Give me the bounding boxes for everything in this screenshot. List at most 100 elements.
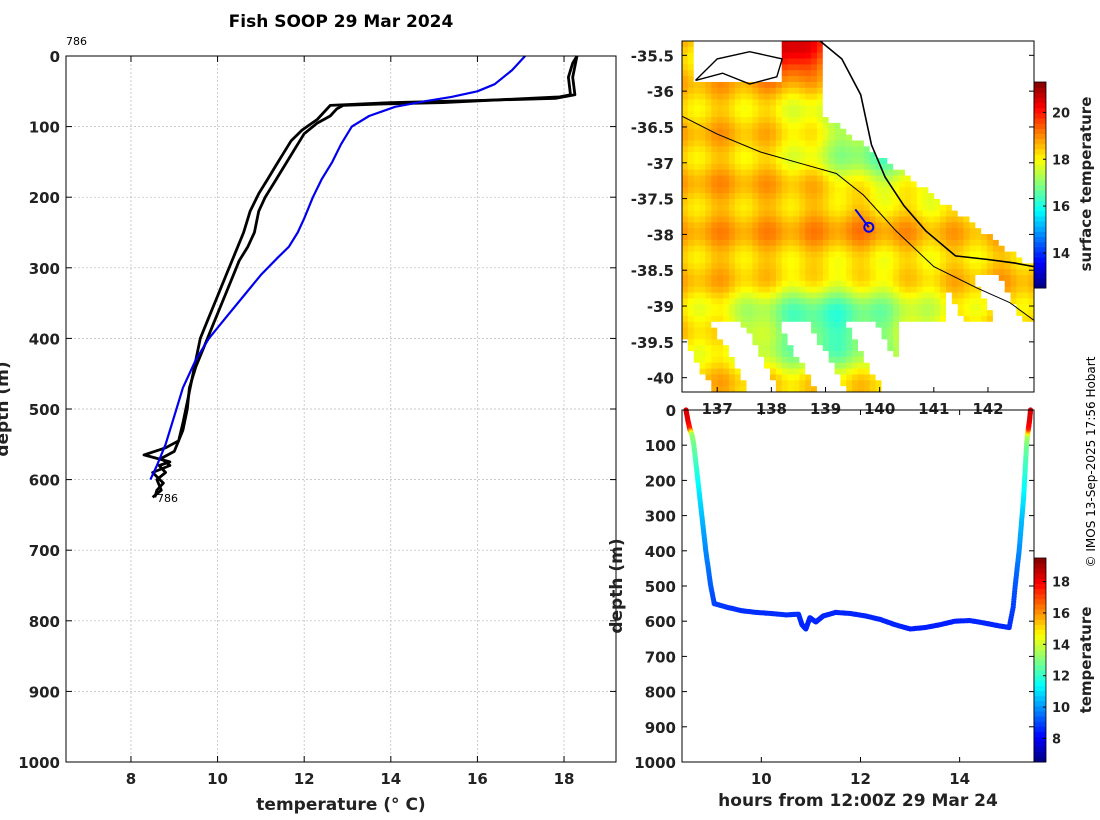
sst-cell (951, 163, 959, 171)
sst-cell (799, 368, 806, 375)
sst-cell (746, 222, 753, 229)
sst-cell (951, 239, 959, 247)
sst-cell (770, 304, 777, 311)
sst-cell (904, 117, 912, 124)
sst-cell (987, 146, 994, 153)
sst-cell (787, 216, 794, 223)
sst-cell (693, 245, 700, 252)
sst-cell (781, 257, 788, 264)
sst-cell (875, 321, 882, 329)
sst-cell (840, 327, 847, 334)
sst-cell (799, 52, 806, 59)
sst-cell (840, 257, 847, 264)
sst-cell (758, 111, 765, 118)
sst-cell (1004, 181, 1011, 188)
sst-cell (828, 198, 835, 206)
sst-cell (1004, 76, 1011, 83)
sst-cell (957, 280, 964, 288)
sst-cell (893, 339, 900, 346)
sst-cell (764, 333, 771, 340)
sst-cell (764, 321, 771, 329)
sst-cell (811, 70, 818, 77)
sst-cell (770, 187, 777, 194)
sst-cell (811, 362, 818, 369)
colorbar-segment (1034, 609, 1046, 615)
profile-chart: 8 10 12 14 16 18 0100200300400500600700800900… (0, 35, 617, 815)
sst-cell (705, 374, 712, 381)
sst-cell (858, 76, 865, 83)
sst-cell (963, 374, 970, 381)
sst-cell (928, 275, 935, 282)
sst-cell (922, 64, 929, 71)
sst-cell (723, 169, 730, 176)
sst-cell (740, 269, 747, 276)
sst-cell (1022, 193, 1029, 200)
sst-cell (992, 222, 1000, 229)
sst-cell (893, 181, 900, 188)
sst-cell (987, 228, 994, 235)
sst-cell (781, 128, 788, 135)
sst-cell (957, 345, 964, 352)
sst-cell (916, 146, 923, 153)
sst-cell (928, 216, 935, 223)
sst-cell (682, 386, 689, 393)
sst-cell (904, 234, 912, 241)
sst-cell (693, 286, 700, 293)
sst-cell (775, 216, 783, 223)
sst-cell (687, 169, 695, 176)
map-ytick-label: -39.5 (631, 334, 674, 352)
sst-cell (852, 292, 859, 299)
sst-cell (834, 128, 841, 135)
sst-cell (951, 87, 959, 95)
sst-cell (834, 345, 841, 352)
sst-cell (840, 105, 847, 112)
sst-cell (992, 81, 1000, 89)
sst-cell (940, 356, 947, 364)
sst-cell (728, 315, 736, 323)
sst-cell (840, 187, 847, 194)
sst-cell (846, 368, 853, 375)
sst-cell (957, 239, 964, 247)
sst-cell (992, 70, 1000, 77)
sst-cell (687, 345, 695, 352)
sst-cell (951, 134, 959, 141)
sst-cell (799, 87, 806, 95)
sst-cell (951, 76, 959, 83)
sst-cell (940, 333, 947, 340)
sst-cell (758, 310, 765, 317)
sst-cell (752, 310, 759, 317)
sst-cell (1016, 292, 1023, 299)
sst-cell (946, 310, 953, 317)
sst-cell (981, 263, 988, 270)
sst-cell (969, 257, 976, 264)
sst-cell (828, 158, 835, 165)
sst-cell (758, 356, 765, 364)
sst-cell (946, 280, 953, 288)
sst-cell (951, 175, 959, 182)
sst-cell (1004, 64, 1011, 71)
sst-cell (922, 198, 929, 206)
sst-cell (828, 222, 835, 229)
sst-cell (992, 117, 1000, 124)
sst-cell (775, 315, 783, 323)
sst-cell (1010, 280, 1017, 288)
sst-cell (793, 169, 800, 176)
sst-cell (846, 105, 853, 112)
sst-cell (998, 198, 1006, 206)
sst-cell (770, 263, 777, 270)
sst-cell (816, 362, 824, 369)
sst-cell (752, 46, 759, 54)
sst-cell (693, 275, 700, 282)
sst-cell (811, 304, 818, 311)
sst-cell (793, 333, 800, 340)
sst-cell (717, 117, 724, 124)
sst-cell (687, 105, 695, 112)
sst-cell (805, 216, 812, 223)
sst-cell (775, 298, 783, 305)
sst-cell (899, 41, 906, 48)
sst-cell (904, 41, 912, 48)
sst-cell (1010, 216, 1017, 223)
sst-cell (834, 58, 841, 65)
sst-cell (816, 99, 824, 106)
